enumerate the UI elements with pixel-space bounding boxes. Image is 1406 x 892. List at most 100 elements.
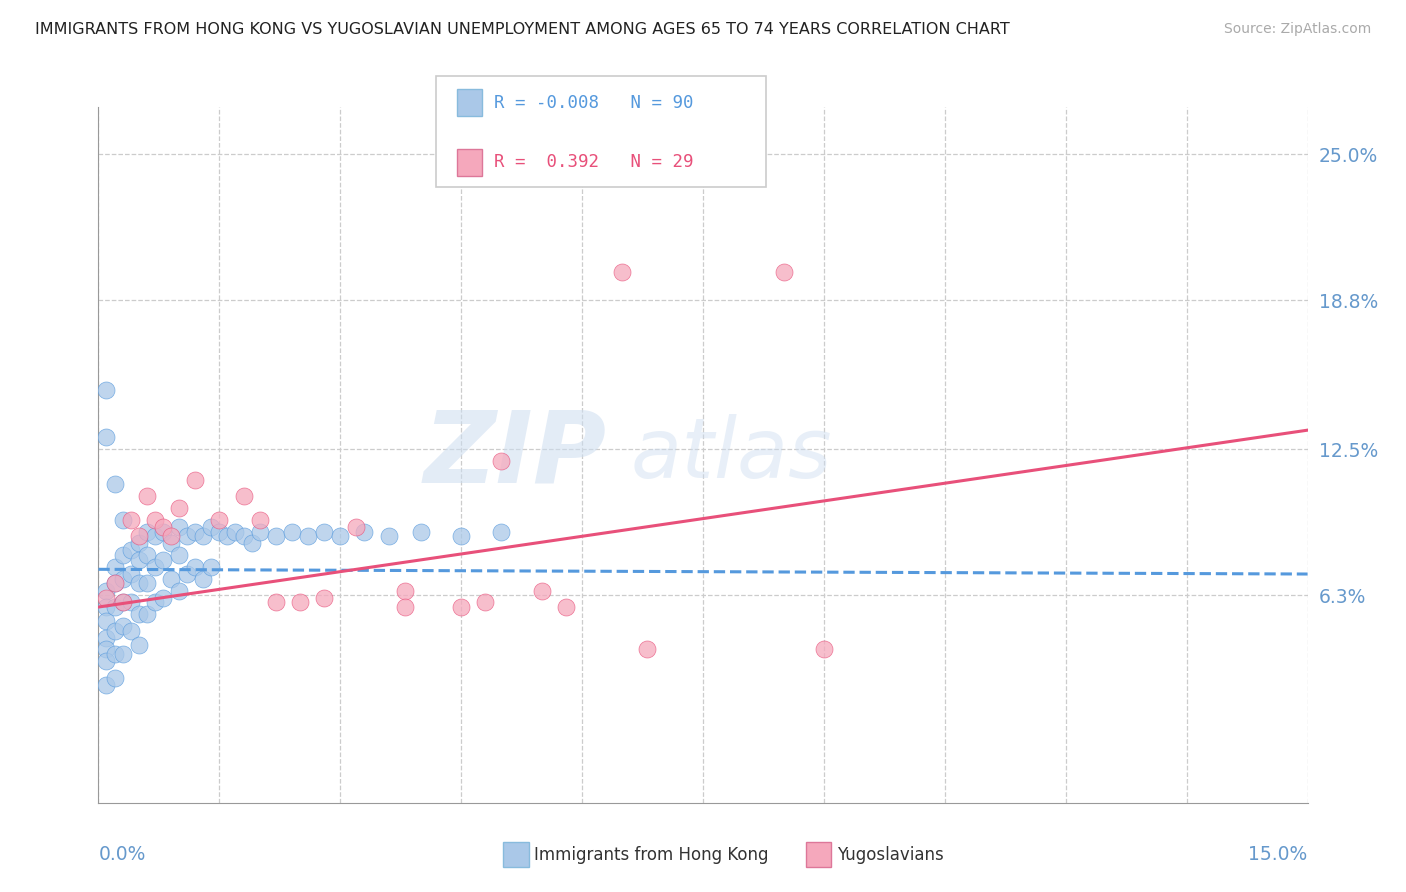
Point [612, 265, 634, 279]
Point [135, 576, 157, 591]
Point [491, 454, 513, 468]
Point [152, 520, 174, 534]
Point [135, 607, 157, 621]
Point [193, 529, 215, 543]
Point [297, 529, 319, 543]
Point [128, 607, 150, 621]
Point [813, 642, 835, 657]
Point [184, 524, 207, 539]
Point [96, 583, 118, 598]
Point [96, 678, 118, 692]
Point [184, 473, 207, 487]
Point [152, 553, 174, 567]
Point [314, 591, 336, 605]
Point [530, 583, 553, 598]
Point [128, 638, 150, 652]
Point [96, 600, 118, 615]
Point [111, 647, 134, 661]
Point [111, 619, 134, 633]
Point [160, 536, 183, 550]
Point [103, 671, 125, 685]
Point [264, 595, 287, 609]
Point [232, 529, 254, 543]
Point [135, 548, 157, 562]
Text: R = -0.008   N = 90: R = -0.008 N = 90 [494, 94, 693, 112]
Point [103, 576, 125, 591]
Point [103, 647, 125, 661]
Point [135, 524, 157, 539]
Point [167, 548, 190, 562]
Point [772, 265, 794, 279]
Point [193, 572, 215, 586]
Point [217, 529, 239, 543]
Point [103, 576, 125, 591]
Point [353, 524, 375, 539]
Point [208, 524, 231, 539]
Point [120, 624, 142, 638]
Point [96, 614, 118, 628]
Point [143, 595, 166, 609]
Point [249, 513, 271, 527]
Point [281, 524, 304, 539]
Point [103, 477, 125, 491]
Point [111, 595, 134, 609]
Point [120, 543, 142, 558]
Text: Immigrants from Hong Kong: Immigrants from Hong Kong [534, 846, 769, 863]
Text: 15.0%: 15.0% [1249, 845, 1308, 863]
Point [96, 642, 118, 657]
Point [96, 654, 118, 668]
Point [103, 624, 125, 638]
Point [249, 524, 271, 539]
Point [111, 548, 134, 562]
Point [184, 560, 207, 574]
Point [120, 567, 142, 582]
Point [160, 529, 183, 543]
Point [394, 583, 416, 598]
Text: Yugoslavians: Yugoslavians [837, 846, 943, 863]
Point [143, 560, 166, 574]
Point [636, 642, 658, 657]
Point [143, 529, 166, 543]
Point [176, 529, 198, 543]
Point [111, 513, 134, 527]
Point [232, 489, 254, 503]
Point [344, 520, 367, 534]
Point [450, 529, 472, 543]
Text: atlas: atlas [630, 415, 832, 495]
Point [120, 595, 142, 609]
Point [103, 560, 125, 574]
Point [208, 513, 231, 527]
Point [555, 600, 578, 615]
Point [240, 536, 263, 550]
Point [377, 529, 399, 543]
Text: R =  0.392   N = 29: R = 0.392 N = 29 [494, 153, 693, 171]
Point [96, 430, 118, 444]
Point [450, 600, 472, 615]
Text: IMMIGRANTS FROM HONG KONG VS YUGOSLAVIAN UNEMPLOYMENT AMONG AGES 65 TO 74 YEARS : IMMIGRANTS FROM HONG KONG VS YUGOSLAVIAN… [35, 22, 1010, 37]
Point [224, 524, 246, 539]
Text: Source: ZipAtlas.com: Source: ZipAtlas.com [1223, 22, 1371, 37]
Point [200, 560, 222, 574]
Point [96, 631, 118, 645]
Point [394, 600, 416, 615]
Point [120, 513, 142, 527]
Point [128, 529, 150, 543]
Point [288, 595, 311, 609]
Point [167, 583, 190, 598]
Point [152, 591, 174, 605]
Text: ZIP: ZIP [423, 407, 606, 503]
Point [160, 572, 183, 586]
Point [329, 529, 352, 543]
Point [474, 595, 496, 609]
Point [152, 524, 174, 539]
Point [167, 500, 190, 515]
Text: 0.0%: 0.0% [98, 845, 146, 863]
Point [167, 520, 190, 534]
Point [314, 524, 336, 539]
Point [143, 513, 166, 527]
Point [111, 572, 134, 586]
Point [96, 383, 118, 397]
Point [128, 553, 150, 567]
Point [409, 524, 432, 539]
Point [200, 520, 222, 534]
